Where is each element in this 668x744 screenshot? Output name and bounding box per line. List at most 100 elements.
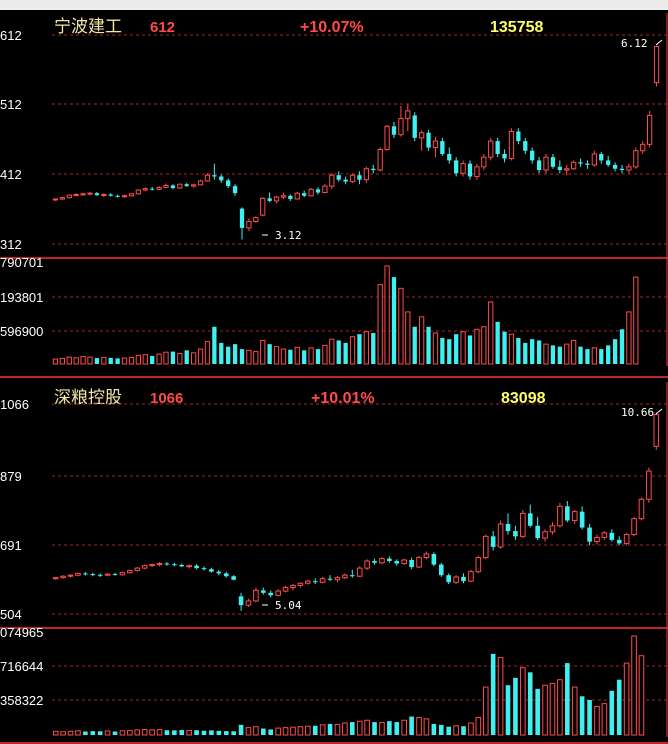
panel2-volume-bar (305, 725, 311, 736)
panel2-stock-price: 1066 (150, 390, 183, 407)
panel1-volume-bar (128, 357, 135, 365)
panel1-volume-bar (52, 358, 59, 365)
panel1-candle (570, 161, 577, 170)
panel2-volume-bar (209, 730, 214, 735)
panel1-volume-bar (232, 344, 238, 364)
panel1-volume-bar (418, 316, 425, 365)
panel1-candle (599, 153, 604, 161)
panel2-stock-name: 深粮控股 (54, 388, 122, 408)
panel2-volume-bar (557, 679, 563, 736)
panel1-candle (142, 188, 148, 191)
panel2-volume-bar (468, 722, 474, 736)
panel2-volume-bar (623, 662, 630, 736)
panel1-candle (302, 193, 307, 196)
panel1-candle (135, 189, 142, 195)
panel1-volume-bar (315, 349, 321, 364)
panel1-candle (523, 141, 528, 151)
panel1-high-marker (655, 39, 663, 46)
panel2-candle (194, 565, 199, 569)
panel2-candle (253, 589, 259, 602)
panel2-price-axis-label: 879 (0, 469, 22, 484)
panel1-volume-bar (156, 353, 162, 365)
panel2-volume-bar (542, 684, 548, 736)
panel2-low-label: 5.04 (275, 599, 302, 612)
panel1-candle (653, 46, 660, 84)
panel1-volume-bar (502, 331, 507, 364)
panel2-candle (490, 536, 496, 547)
panel2-candle (416, 557, 422, 568)
panel1-candle (349, 174, 356, 183)
panel2-volume-bar (475, 716, 482, 736)
panel2-volume-bar (594, 705, 600, 736)
panel1-candle (212, 175, 217, 177)
panel2-volume-bar (638, 655, 645, 736)
panel1-candle (108, 194, 113, 196)
panel2-candle (461, 576, 466, 582)
panel1-candle (384, 125, 390, 150)
panel1-volume-bar (108, 357, 113, 364)
panel1-candle (73, 193, 79, 196)
panel1-volume-bar (585, 349, 590, 364)
panel2-volume-bar (431, 723, 437, 735)
panel1-candle (121, 195, 128, 198)
panel2-volume: 83098 (501, 390, 546, 407)
panel2-volume-bar (290, 726, 296, 736)
panel2-candle (482, 535, 489, 559)
panel2-volume-bar (387, 721, 392, 735)
panel2-candle (497, 523, 504, 548)
panel1-candle (239, 208, 245, 228)
panel1-candle (253, 217, 259, 222)
panel1-volume-bar (454, 334, 459, 364)
panel1-candle (294, 192, 300, 200)
panel1-candle (170, 185, 176, 189)
panel2-volume-bar (505, 685, 511, 735)
panel2-volume-bar (497, 657, 504, 736)
panel2-volume-bar (134, 729, 141, 736)
panel1-candle (336, 175, 341, 180)
panel1-price-axis-label: 312 (0, 237, 22, 252)
panel2-candle (549, 525, 556, 533)
panel1-candle (418, 132, 425, 139)
panel1-candle (426, 132, 431, 148)
panel2-volume-bar (446, 726, 451, 735)
panel2-volume-bar (319, 724, 326, 736)
panel2-volume-bar (172, 730, 177, 735)
panel2-volume-axis-label: 358322 (0, 693, 43, 708)
panel2-candle (438, 564, 444, 576)
panel2-price-axis-label: 691 (0, 538, 22, 553)
panel1-candle (232, 186, 238, 194)
panel1-candle (612, 164, 618, 169)
panel2-candle (268, 592, 274, 596)
panel1-candle (412, 115, 417, 138)
panel2-candle (446, 575, 451, 583)
panel2-volume-bar (549, 682, 556, 736)
panel1-volume-bar (212, 326, 217, 364)
panel2-candle (594, 536, 600, 543)
panel2-volume-bar (275, 727, 281, 736)
panel2-price-axis-label: 1066 (0, 397, 29, 412)
panel2-volume-bar (416, 716, 422, 736)
panel2-volume-bar (394, 722, 400, 735)
panel1-volume-bar (142, 354, 148, 365)
panel2-volume-bar (60, 731, 66, 736)
panel1-low-label: 3.12 (275, 229, 302, 242)
panel2-candle (67, 574, 74, 577)
panel2-volume-bar (141, 728, 148, 736)
panel2-volume-bar (261, 728, 266, 735)
panel2-volume-bar (527, 672, 533, 735)
panel2-volume-bar (282, 727, 289, 736)
panel2-volume-bar (186, 730, 192, 736)
panel2-volume-bar (268, 729, 274, 735)
panel1-candle (564, 168, 570, 171)
panel2-candle (571, 511, 578, 521)
panel2-volume-bar (342, 722, 348, 736)
panel2-volume-bar (201, 730, 207, 735)
panel2-volume-bar (119, 730, 126, 736)
panel2-candle (52, 577, 59, 580)
panel2-volume-bar (297, 726, 304, 736)
panel1-volume-bar (467, 335, 473, 364)
panel1-volume-bar (253, 351, 259, 365)
panel1-volume-bar (412, 326, 417, 364)
panel1-volume-bar (516, 337, 521, 364)
